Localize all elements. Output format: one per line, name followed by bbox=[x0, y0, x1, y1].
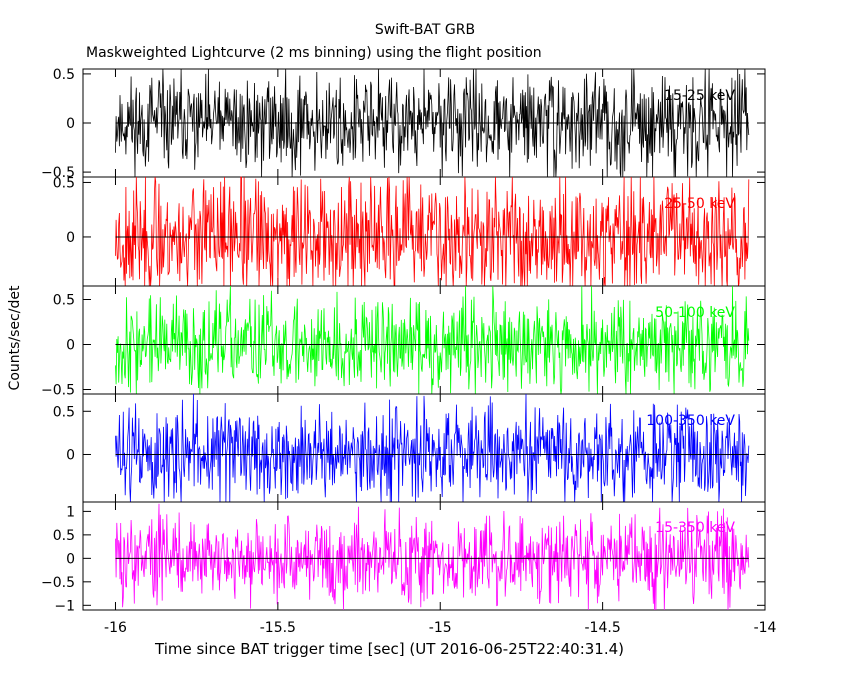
y-tick-label: −1 bbox=[54, 598, 75, 614]
y-tick-label: 0.5 bbox=[53, 404, 75, 420]
x-tick-label: -15 bbox=[429, 620, 452, 636]
y-tick-label: −0.5 bbox=[41, 165, 75, 181]
y-tick-label: 0.5 bbox=[53, 293, 75, 309]
x-tick-label: -14 bbox=[754, 620, 777, 636]
series-line bbox=[115, 503, 750, 611]
y-tick-label: 0 bbox=[66, 230, 75, 246]
series-line bbox=[115, 285, 750, 395]
series-line bbox=[115, 68, 750, 178]
y-tick-label: 0 bbox=[66, 338, 75, 354]
chart-title: Swift-BAT GRB bbox=[374, 22, 476, 38]
y-tick-label: 0.5 bbox=[53, 67, 75, 83]
x-tick-label: -14.5 bbox=[585, 620, 621, 636]
chart-subtitle: Maskweighted Lightcurve (2 ms binning) u… bbox=[86, 45, 542, 61]
panel-15-350-kev: 1 0.5 0 −0.5 −1 15-350 keV bbox=[41, 501, 766, 614]
panel-100-350-kev: 0.5 0 100-350 keV bbox=[53, 393, 766, 503]
panel-25-50-kev: 0.5 0 25-50 keV bbox=[53, 175, 766, 287]
band-label: 50-100 keV bbox=[655, 305, 735, 321]
y-tick-label: 0.5 bbox=[53, 528, 75, 544]
panel-50-100-kev: 0.5 0 −0.5 50-100 keV bbox=[41, 285, 766, 399]
band-label: 15-350 keV bbox=[655, 520, 735, 536]
y-tick-label: −0.5 bbox=[41, 383, 75, 399]
x-axis-label: Time since BAT trigger time [sec] (UT 20… bbox=[155, 640, 624, 658]
series-line bbox=[115, 176, 750, 287]
x-tick-label: -15.5 bbox=[260, 620, 296, 636]
panel-frame bbox=[82, 501, 766, 611]
panel-15-25-kev: 0.5 0 −0.5 15-25 keV bbox=[41, 67, 766, 181]
y-tick-label: 1 bbox=[66, 504, 75, 520]
band-label: 15-25 keV bbox=[664, 88, 735, 104]
y-tick-label: 0 bbox=[66, 551, 75, 567]
band-label: 25-50 keV bbox=[664, 196, 735, 212]
y-tick-label: 0 bbox=[66, 116, 75, 132]
x-tick-label: -16 bbox=[104, 620, 127, 636]
y-tick-label: 0 bbox=[66, 447, 75, 463]
series-line bbox=[115, 393, 750, 503]
band-label: 100-350 keV bbox=[646, 413, 735, 429]
y-tick-label: 0.5 bbox=[53, 175, 75, 191]
y-tick-label: −0.5 bbox=[41, 575, 75, 591]
